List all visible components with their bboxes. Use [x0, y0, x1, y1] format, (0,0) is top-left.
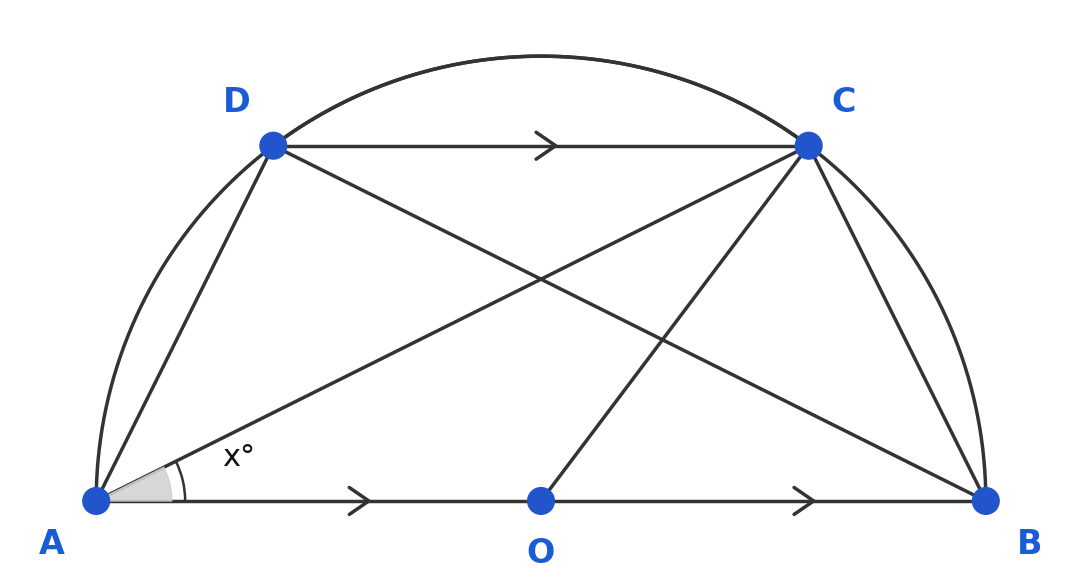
Circle shape	[528, 488, 554, 514]
Polygon shape	[96, 467, 172, 501]
Text: B: B	[1017, 528, 1042, 561]
Circle shape	[260, 132, 287, 159]
Text: D: D	[223, 86, 251, 119]
Text: A: A	[39, 528, 65, 561]
Circle shape	[973, 488, 999, 514]
Text: x°: x°	[223, 443, 255, 472]
Circle shape	[795, 132, 822, 159]
Text: O: O	[527, 536, 555, 570]
Text: C: C	[831, 86, 856, 119]
Circle shape	[83, 488, 109, 514]
